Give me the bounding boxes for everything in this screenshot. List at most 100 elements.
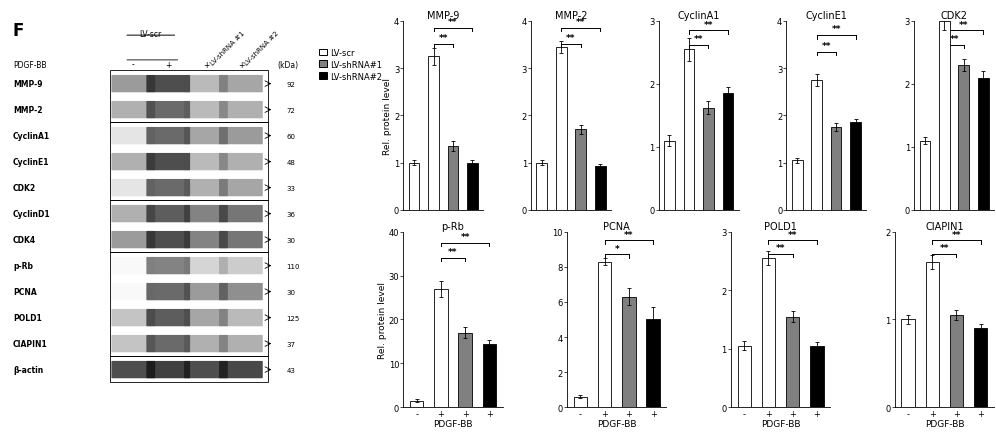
Text: *: * [615, 244, 620, 253]
Bar [950, 315, 963, 407]
Bar [598, 262, 612, 407]
FancyBboxPatch shape [146, 258, 190, 275]
Text: 72: 72 [287, 107, 295, 113]
Text: CyclinA1: CyclinA1 [13, 132, 50, 141]
Bar [467, 163, 478, 210]
Bar [939, 22, 950, 210]
Bar [978, 78, 989, 210]
Text: 37: 37 [287, 341, 296, 347]
FancyBboxPatch shape [219, 283, 263, 300]
Text: LV-shRNA #2: LV-shRNA #2 [244, 30, 280, 66]
FancyBboxPatch shape [146, 154, 190, 171]
Bar [683, 50, 694, 210]
Bar [664, 141, 675, 210]
Text: 110: 110 [287, 263, 300, 269]
FancyBboxPatch shape [112, 127, 155, 145]
Bar [831, 128, 842, 210]
FancyBboxPatch shape [184, 102, 228, 119]
Bar [595, 167, 606, 210]
Text: F: F [13, 21, 24, 39]
Text: 33: 33 [287, 185, 296, 191]
Title: PCNA: PCNA [604, 221, 630, 231]
Text: **: ** [624, 230, 633, 239]
Text: 30: 30 [287, 237, 296, 243]
Text: CIAPIN1: CIAPIN1 [13, 339, 48, 348]
FancyBboxPatch shape [146, 76, 190, 93]
Title: CIAPIN1: CIAPIN1 [925, 221, 964, 231]
FancyBboxPatch shape [112, 361, 155, 378]
Bar [812, 81, 822, 210]
FancyBboxPatch shape [219, 154, 263, 171]
Text: MMP-9: MMP-9 [13, 80, 43, 89]
Text: PDGF-BB: PDGF-BB [13, 60, 47, 69]
Bar [574, 397, 587, 407]
Text: **: ** [832, 25, 841, 34]
FancyBboxPatch shape [219, 205, 263, 223]
Bar [703, 109, 714, 210]
Bar [738, 346, 751, 407]
FancyBboxPatch shape [219, 180, 263, 197]
Text: 125: 125 [287, 315, 300, 321]
Text: LV-shRNA #1: LV-shRNA #1 [209, 30, 245, 66]
X-axis label: PDGF-BB: PDGF-BB [761, 419, 801, 428]
FancyBboxPatch shape [184, 231, 228, 249]
Text: **: ** [448, 247, 458, 257]
Text: 36: 36 [287, 211, 296, 217]
FancyBboxPatch shape [146, 231, 190, 249]
Bar [974, 328, 987, 407]
FancyBboxPatch shape [146, 180, 190, 197]
Text: 43: 43 [287, 367, 295, 373]
Bar [428, 57, 439, 210]
FancyBboxPatch shape [184, 76, 228, 93]
FancyBboxPatch shape [112, 231, 155, 249]
Title: POLD1: POLD1 [764, 221, 797, 231]
FancyBboxPatch shape [112, 102, 155, 119]
X-axis label: PDGF-BB: PDGF-BB [924, 419, 964, 428]
Text: **: ** [576, 18, 586, 27]
Bar [537, 163, 547, 210]
Bar [576, 130, 586, 210]
FancyBboxPatch shape [112, 205, 155, 223]
FancyBboxPatch shape [112, 180, 155, 197]
FancyBboxPatch shape [219, 102, 263, 119]
FancyBboxPatch shape [184, 180, 228, 197]
Bar [958, 66, 969, 210]
Text: 30: 30 [287, 289, 296, 295]
FancyBboxPatch shape [219, 231, 263, 249]
Text: 48: 48 [287, 159, 295, 165]
Text: (kDa): (kDa) [277, 60, 299, 69]
FancyBboxPatch shape [219, 127, 263, 145]
FancyBboxPatch shape [112, 154, 155, 171]
Text: PCNA: PCNA [13, 287, 37, 297]
Text: POLD1: POLD1 [13, 313, 42, 322]
Title: CyclinA1: CyclinA1 [677, 11, 720, 21]
FancyBboxPatch shape [184, 258, 228, 275]
Y-axis label: Rel. protein level: Rel. protein level [378, 281, 387, 358]
Title: MMP-9: MMP-9 [427, 11, 459, 21]
Title: MMP-2: MMP-2 [555, 11, 588, 21]
Text: CDK2: CDK2 [13, 184, 36, 193]
Text: 60: 60 [287, 133, 296, 139]
Text: CDK4: CDK4 [13, 236, 36, 244]
FancyBboxPatch shape [146, 309, 190, 326]
FancyBboxPatch shape [184, 283, 228, 300]
FancyBboxPatch shape [184, 309, 228, 326]
Bar [925, 263, 939, 407]
FancyBboxPatch shape [146, 361, 190, 378]
FancyBboxPatch shape [219, 76, 263, 93]
Text: **: ** [788, 230, 798, 239]
Bar [851, 123, 861, 210]
Text: LV-scr: LV-scr [139, 30, 162, 39]
Title: CDK2: CDK2 [940, 11, 967, 21]
FancyBboxPatch shape [112, 76, 155, 93]
Text: CyclinD1: CyclinD1 [13, 210, 51, 219]
Bar [447, 147, 458, 210]
Text: CyclinE1: CyclinE1 [13, 158, 50, 167]
Bar [722, 94, 733, 210]
FancyBboxPatch shape [146, 127, 190, 145]
Y-axis label: Rel. protein level: Rel. protein level [383, 78, 392, 155]
Title: p-Rb: p-Rb [441, 221, 464, 231]
Bar [811, 346, 824, 407]
Bar [646, 320, 659, 407]
FancyBboxPatch shape [146, 335, 190, 353]
